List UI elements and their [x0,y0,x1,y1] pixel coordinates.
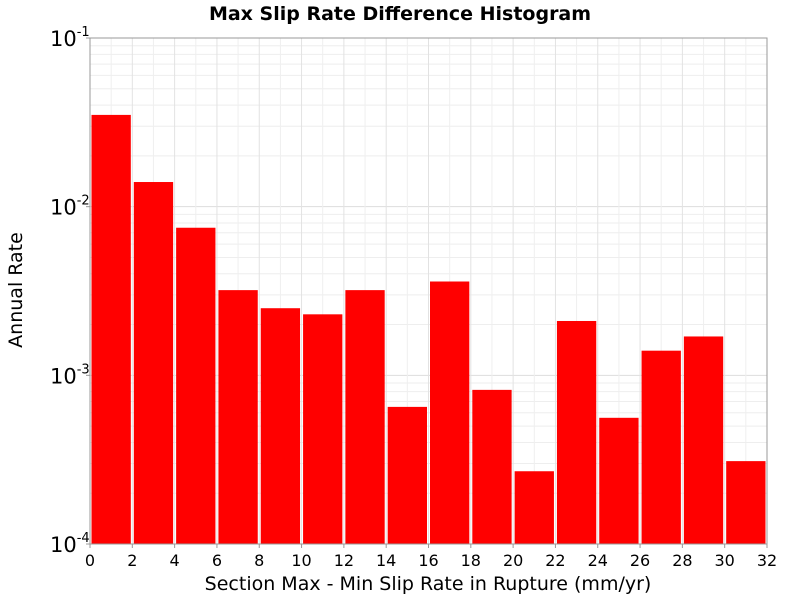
chart-title: Max Slip Rate Difference Histogram [209,3,591,25]
y-tick-exponent: -4 [77,531,90,546]
y-tick-base: 10 [50,533,77,557]
bar-6 [345,290,385,544]
y-tick-base: 10 [50,27,77,51]
x-tick-label: 6 [212,551,222,570]
bar-14 [683,336,724,544]
x-tick-label: 24 [588,551,608,570]
x-tick-label: 8 [254,551,264,570]
x-tick-label: 2 [127,551,137,570]
y-axis-label: Annual Rate [5,232,27,348]
x-axis-label: Section Max - Min Slip Rate in Rupture (… [205,573,652,595]
y-tick-base: 10 [50,364,77,388]
x-tick-label: 22 [545,551,565,570]
bar-3 [218,290,258,544]
x-tick-label: 30 [715,551,735,570]
bar-0 [91,114,131,545]
y-tick-label: 10-2 [50,194,90,220]
x-tick-label: 4 [170,551,180,570]
bar-7 [387,406,427,544]
x-tick-label: 12 [334,551,354,570]
bar-9 [472,389,512,544]
x-tick-label: 28 [672,551,692,570]
y-tick-base: 10 [50,196,77,220]
x-tick-label: 18 [461,551,481,570]
x-tick-label: 20 [503,551,523,570]
bars [91,114,766,545]
x-tick-label: 10 [291,551,311,570]
bar-12 [599,417,639,544]
y-tick-exponent: -3 [77,362,90,377]
bar-13 [641,350,681,544]
bar-2 [176,227,216,544]
x-tick-label: 0 [85,551,95,570]
bar-1 [133,182,174,544]
x-tick-label: 32 [757,551,777,570]
bar-11 [556,320,597,544]
y-tick-exponent: -2 [77,194,90,209]
y-tick-label: 10-1 [50,25,90,51]
x-tick-label: 26 [630,551,650,570]
x-tick-label: 14 [376,551,396,570]
bar-15 [726,461,766,544]
bar-10 [514,471,554,544]
y-tick-label: 10-3 [50,362,90,388]
y-tick-label: 10-4 [50,531,90,557]
bar-5 [303,314,343,544]
x-tick-label: 16 [418,551,438,570]
y-tick-exponent: -1 [77,25,90,40]
y-axis-ticks: 10-110-210-310-4 [50,25,90,557]
x-axis-ticks: 0 2 4 6 8 10 12 14 16 18 20 22 24 26 28 30 32 [85,544,777,570]
bar-8 [430,281,470,544]
bar-4 [260,308,301,544]
